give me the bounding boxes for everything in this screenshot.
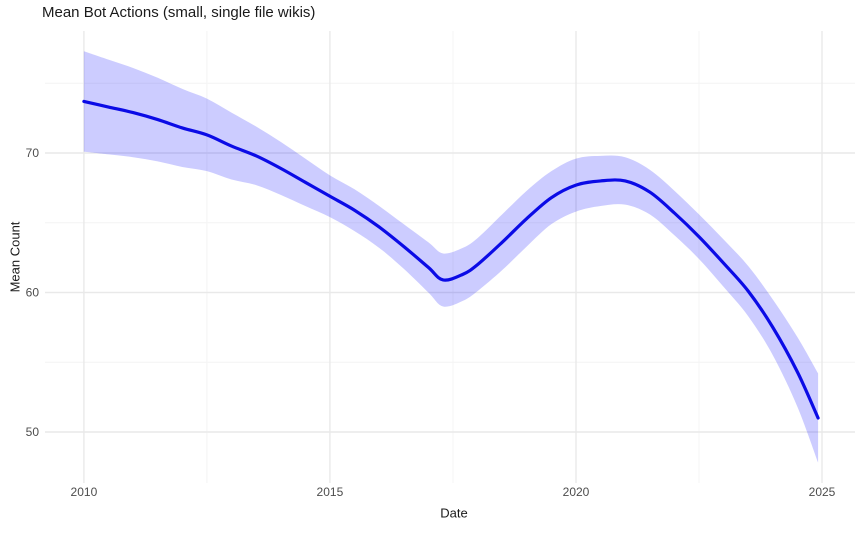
y-tick-label: 60 <box>26 286 40 300</box>
chart-title: Mean Bot Actions (small, single file wik… <box>42 4 316 21</box>
y-tick-label: 70 <box>26 146 40 160</box>
y-tick-label: 50 <box>26 425 40 439</box>
trend-line <box>82 99 820 420</box>
x-tick-label: 2010 <box>71 485 98 499</box>
x-tick-label: 2015 <box>317 485 344 499</box>
x-tick-label: 2020 <box>563 485 590 499</box>
y-axis-title: Mean Count <box>7 221 23 293</box>
confidence-band <box>83 51 819 463</box>
x-tick-label: 2025 <box>809 485 836 499</box>
x-axis-title: Date <box>440 505 468 521</box>
